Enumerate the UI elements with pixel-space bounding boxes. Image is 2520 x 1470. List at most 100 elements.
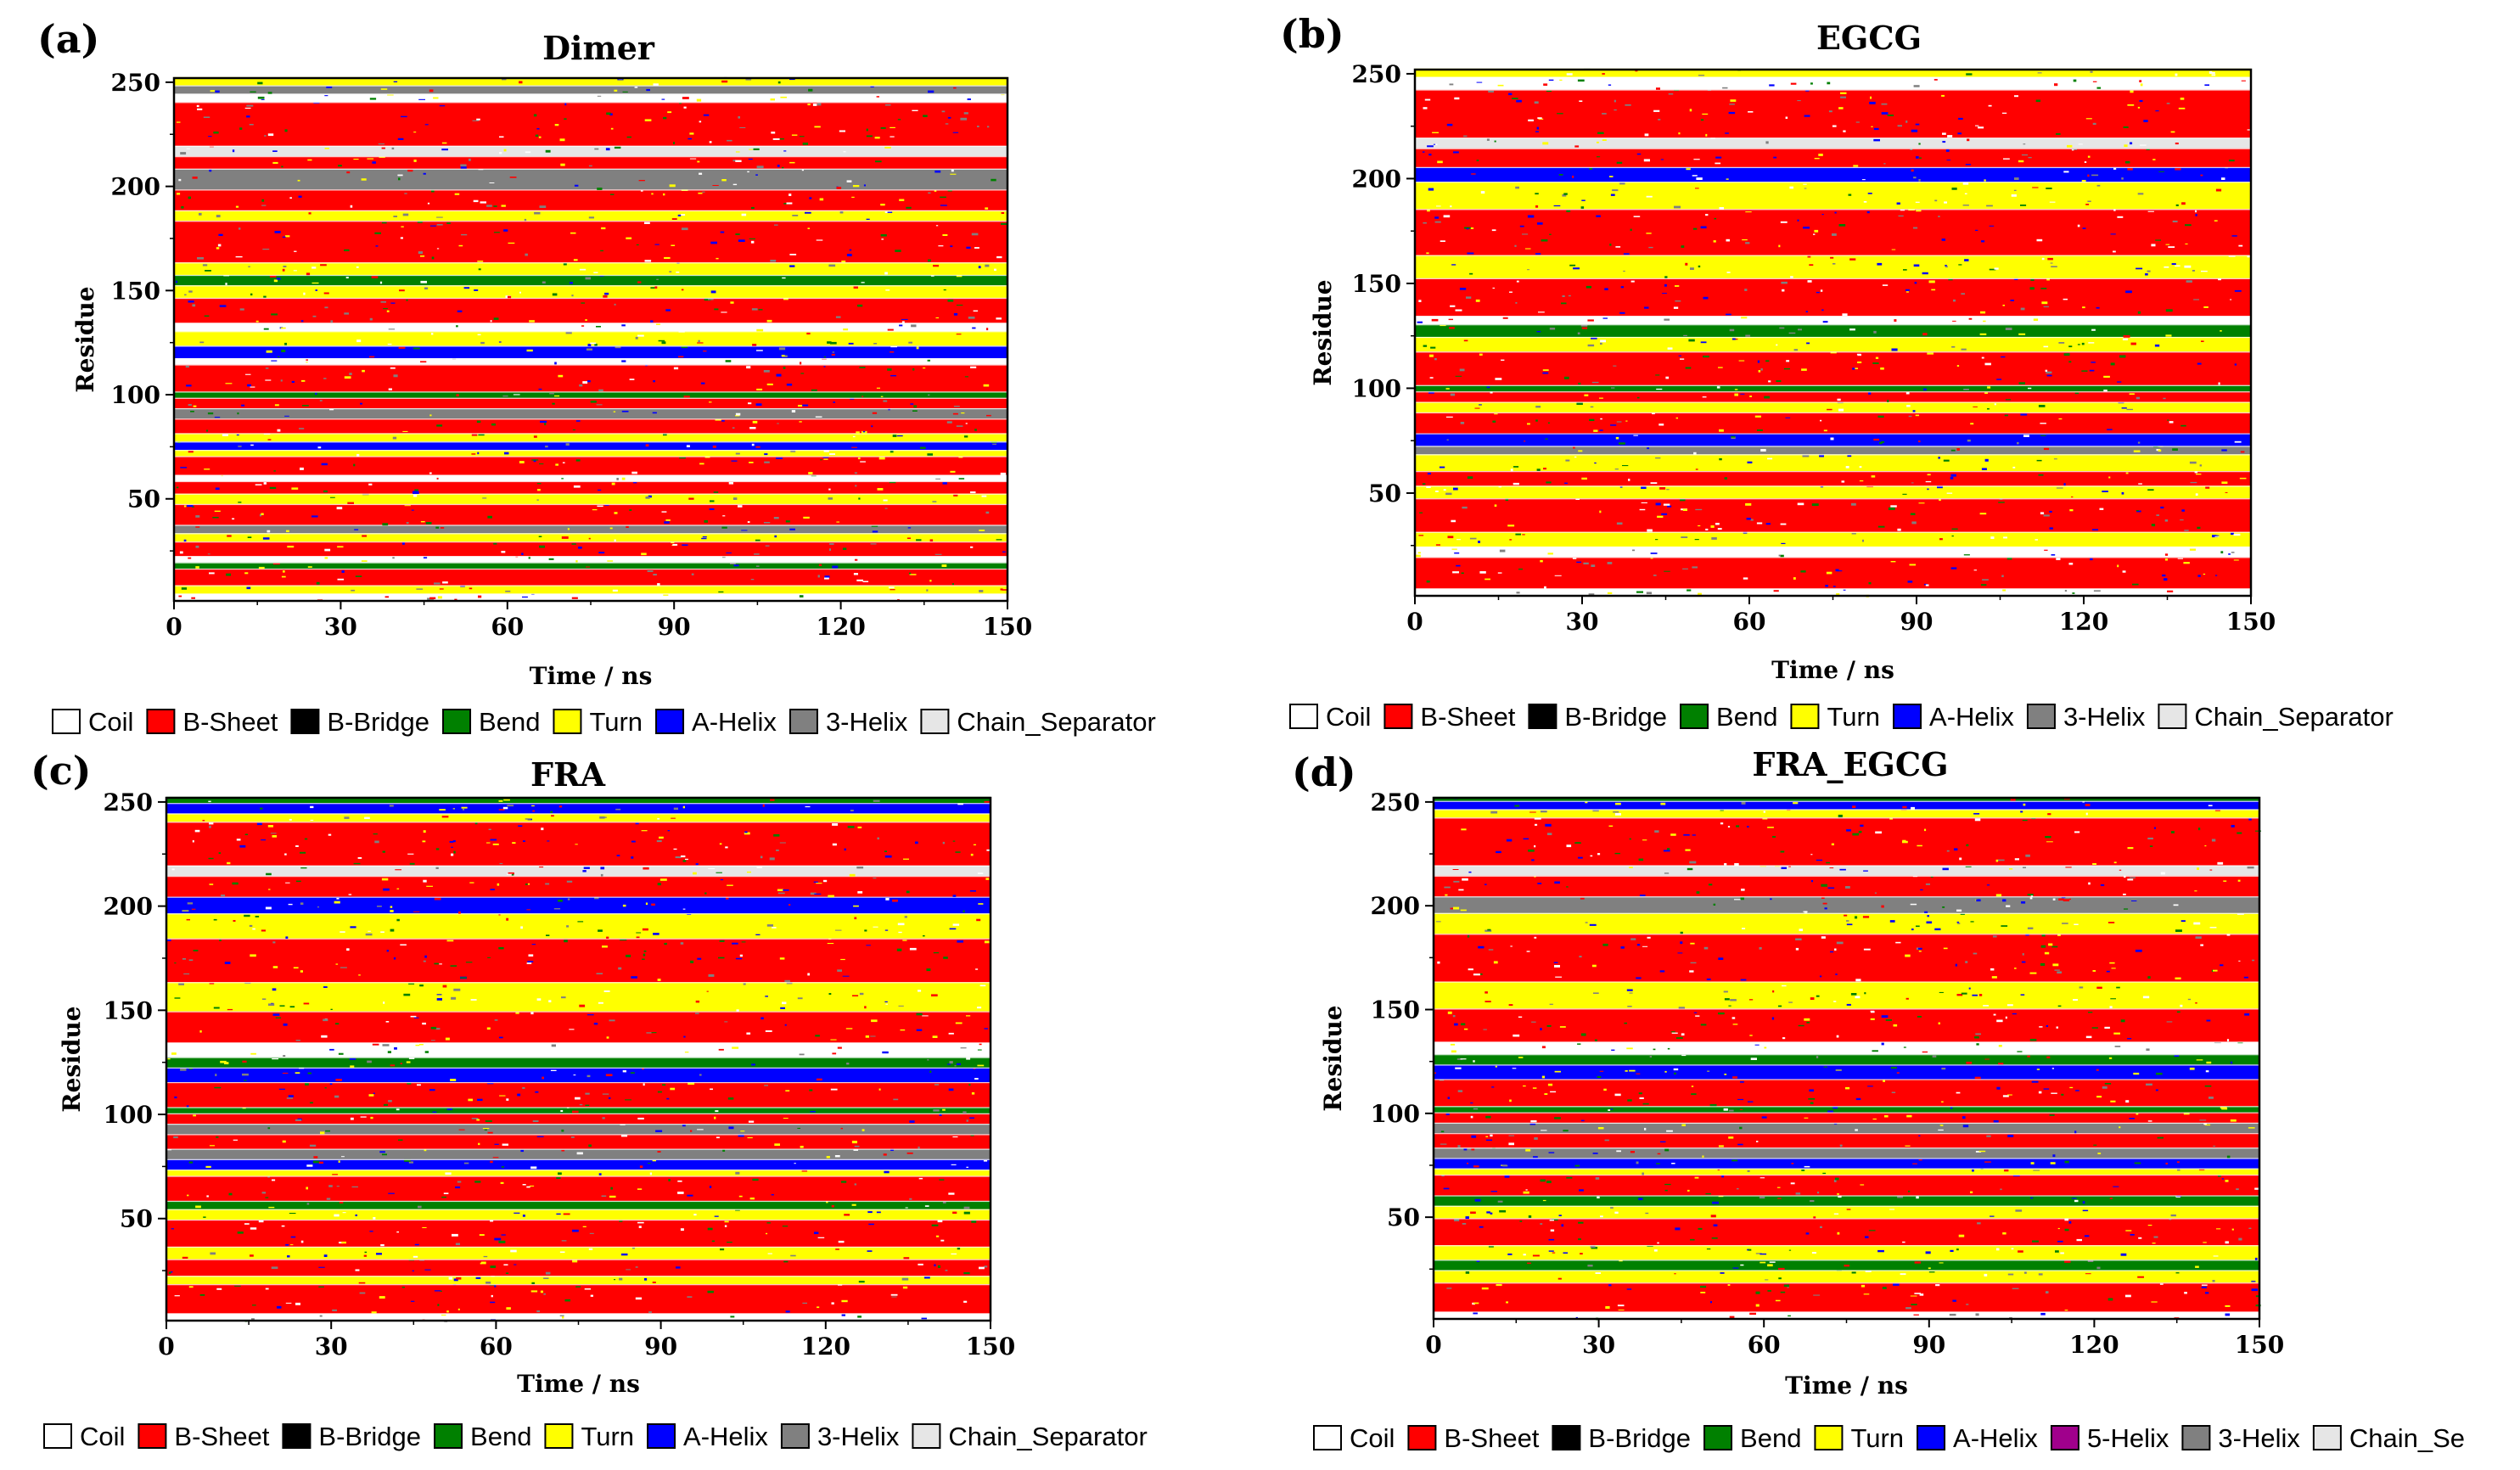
noise-speck [732,1046,739,1049]
noise-speck [431,189,435,193]
noise-speck [818,564,822,566]
noise-speck [2126,408,2133,411]
noise-speck [480,1261,486,1265]
noise-speck [1590,1245,1596,1248]
noise-speck [1824,907,1827,910]
noise-speck [985,207,989,210]
noise-speck [889,481,896,484]
noise-speck [609,113,613,115]
noise-speck [2107,922,2115,923]
noise-speck [827,341,832,344]
band-3-helix [174,85,1007,94]
noise-speck [2062,923,2068,924]
noise-speck [2030,894,2034,897]
noise-speck [2029,972,2037,974]
noise-speck [2064,1160,2069,1164]
legend-label: Turn [1850,1423,1904,1453]
noise-speck [536,499,539,501]
noise-speck [1838,224,1846,227]
noise-speck [1667,1047,1670,1050]
noise-speck [614,89,618,92]
noise-speck [272,941,276,944]
noise-speck [1002,551,1006,553]
noise-speck [2220,964,2224,967]
noise-speck [1987,386,1991,389]
noise-speck [192,839,194,843]
noise-speck [669,271,672,272]
noise-speck [559,1251,565,1254]
noise-speck [996,539,1002,541]
noise-speck [492,843,499,845]
legend-swatch [2181,1425,2211,1450]
noise-speck [2221,1108,2228,1110]
noise-speck [1737,1098,1744,1101]
noise-speck [1930,876,1933,878]
noise-speck [749,149,753,150]
legend-label: Bend [1740,1423,1801,1453]
noise-speck [928,90,934,93]
noise-speck [289,1213,296,1215]
noise-speck [1470,1102,1473,1104]
noise-speck [2007,1094,2012,1096]
noise-speck [751,1063,755,1066]
noise-speck [859,992,864,996]
noise-speck [1918,502,1925,504]
noise-speck [283,570,285,573]
noise-speck [2193,299,2199,300]
band-bend [166,796,991,804]
noise-speck [330,320,334,323]
noise-speck [2166,1021,2173,1023]
y-axis-label: Residue [58,1006,86,1112]
noise-speck [2092,970,2096,972]
noise-speck [617,79,624,81]
noise-speck [300,1240,304,1243]
noise-speck [2058,342,2065,344]
noise-speck [1490,811,1498,814]
noise-speck [188,196,191,199]
noise-speck [1813,1294,1821,1296]
noise-speck [205,270,211,272]
noise-speck [766,1222,771,1224]
noise-speck [318,1266,325,1268]
noise-speck [1518,1016,1523,1018]
noise-speck [1502,317,1508,319]
noise-speck [764,1085,768,1086]
noise-speck [2049,510,2052,513]
noise-speck [429,225,436,227]
noise-speck [893,1098,899,1101]
noise-speck [236,839,241,841]
noise-speck [1584,394,1589,396]
noise-speck [279,1005,285,1007]
noise-speck [1450,305,1456,307]
noise-speck [1681,245,1685,248]
noise-speck [1951,528,1958,530]
noise-speck [2136,1113,2139,1115]
noise-speck [1519,1220,1523,1222]
noise-speck [720,879,724,881]
noise-speck [2136,510,2139,512]
noise-speck [1730,99,1737,102]
noise-speck [1577,1043,1581,1045]
noise-speck [2184,530,2189,531]
noise-speck [614,146,621,149]
noise-speck [387,343,392,345]
noise-speck [434,1290,441,1292]
noise-speck [1610,1108,1614,1110]
noise-speck [1941,1101,1944,1102]
noise-speck [952,132,959,133]
noise-speck [735,233,740,235]
noise-speck [2129,877,2136,878]
noise-speck [453,988,461,991]
noise-speck [1700,341,1707,344]
noise-speck [390,1064,396,1067]
noise-speck [404,505,411,507]
noise-speck [1501,359,1505,361]
noise-speck [2081,342,2085,345]
noise-speck [494,1019,498,1021]
noise-speck [437,596,442,599]
noise-speck [1710,525,1715,528]
noise-speck [1851,502,1856,506]
noise-speck [1722,87,1728,89]
noise-speck [2247,867,2254,869]
noise-speck [446,940,454,942]
